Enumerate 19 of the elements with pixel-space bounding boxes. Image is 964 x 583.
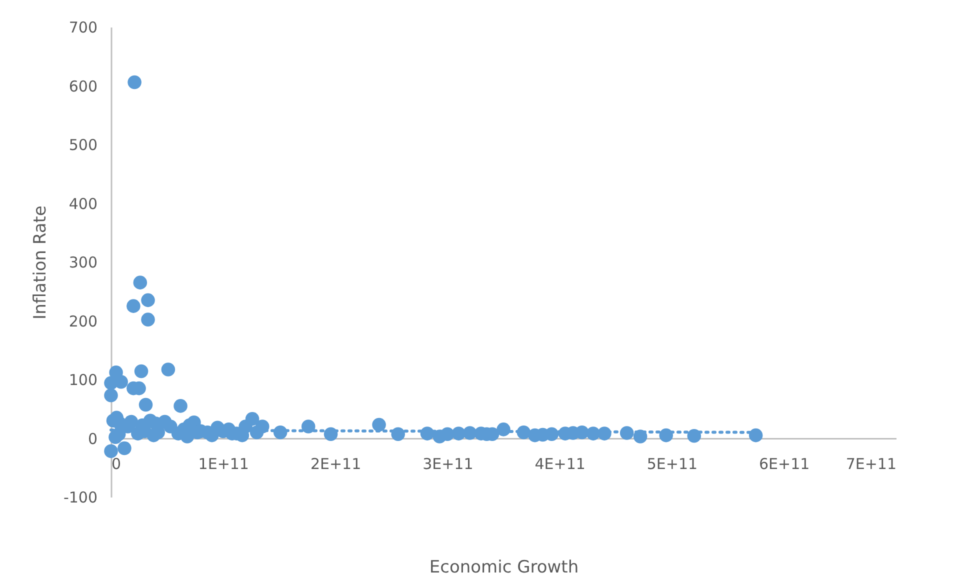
y-tick-label: 300 <box>68 254 98 272</box>
x-tick-label: 6E+11 <box>759 454 810 473</box>
y-tick-label: 500 <box>68 136 98 154</box>
x-tick-label: 0 <box>112 454 122 473</box>
y-tick-label: 600 <box>68 77 98 96</box>
x-tick-label: 5E+11 <box>646 454 698 473</box>
x-tick-label: 3E+11 <box>422 454 474 473</box>
y-tick-label: 700 <box>68 18 98 36</box>
x-tick-label: 7E+11 <box>846 454 896 473</box>
y-tick-label: 400 <box>68 194 98 213</box>
x-tick-label: 4E+11 <box>534 454 586 473</box>
y-tick-label: 0 <box>88 430 98 448</box>
y-tick-label: 200 <box>68 312 98 330</box>
x-tick-label: 2E+11 <box>310 454 362 473</box>
y-tick-label: -100 <box>63 488 98 506</box>
y-tick-label: 100 <box>68 371 98 389</box>
y-axis-title: Inflation Rate <box>30 206 50 320</box>
x-tick-label: 1E+11 <box>198 454 249 473</box>
x-axis-title: Economic Growth <box>429 558 579 578</box>
